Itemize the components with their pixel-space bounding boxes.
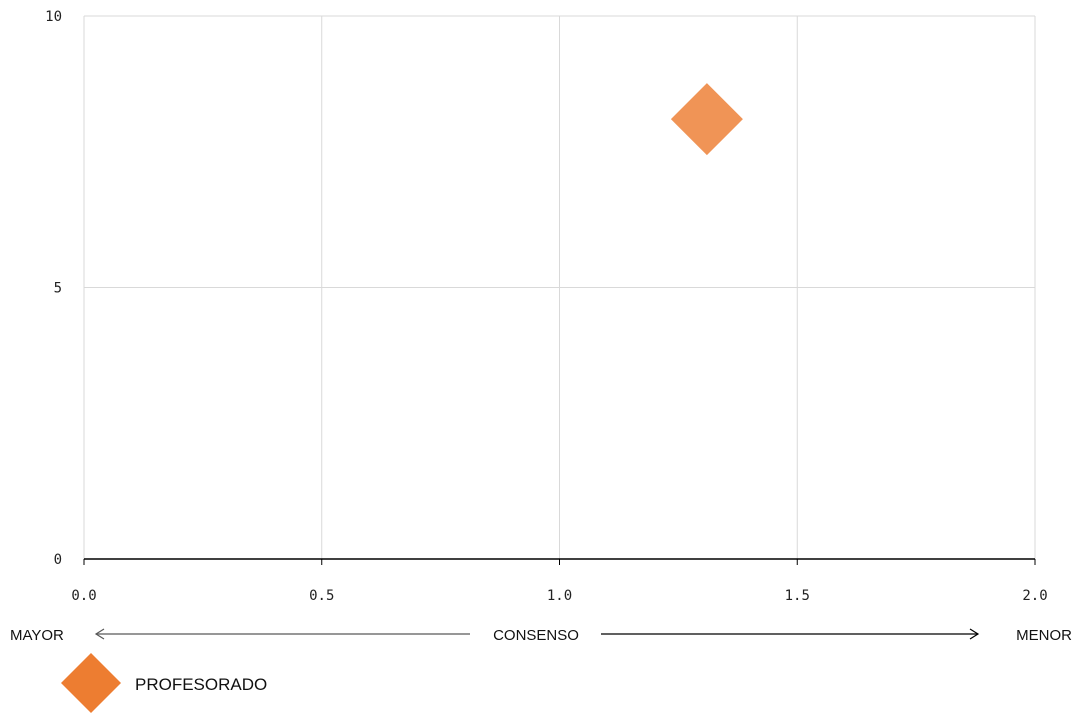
x-tick-label: 2.0 bbox=[1022, 588, 1047, 604]
x-axis-ticks bbox=[83, 559, 1036, 565]
data-point-diamond bbox=[670, 83, 743, 156]
arrow-left-head bbox=[94, 628, 105, 640]
x-axis-tick-labels: 0.0 0.5 1.0 1.5 2.0 bbox=[71, 588, 1047, 604]
axis-annotation-mayor: MAYOR bbox=[10, 627, 64, 644]
axis-annotation-menor: MENOR bbox=[1016, 627, 1072, 644]
y-tick-label: 5 bbox=[54, 281, 62, 297]
legend: PROFESORADO bbox=[61, 653, 267, 713]
axis-annotation-consenso: CONSENSO bbox=[493, 627, 579, 644]
consensus-annotation: MAYOR CONSENSO MENOR bbox=[10, 627, 1072, 644]
x-tick-label: 1.0 bbox=[547, 588, 572, 604]
x-tick-label: 0.5 bbox=[309, 588, 334, 604]
y-tick-label: 10 bbox=[45, 9, 62, 25]
legend-label-profesorado: PROFESORADO bbox=[135, 675, 267, 694]
y-axis-tick-labels: 0 5 10 bbox=[45, 9, 62, 568]
data-points bbox=[670, 83, 743, 156]
horizontal-gridlines bbox=[84, 15, 1035, 288]
x-tick-label: 0.0 bbox=[71, 588, 96, 604]
legend-diamond-marker bbox=[61, 653, 121, 713]
y-tick-label: 0 bbox=[54, 552, 62, 568]
x-tick-label: 1.5 bbox=[785, 588, 810, 604]
arrow-right-head bbox=[969, 628, 980, 640]
